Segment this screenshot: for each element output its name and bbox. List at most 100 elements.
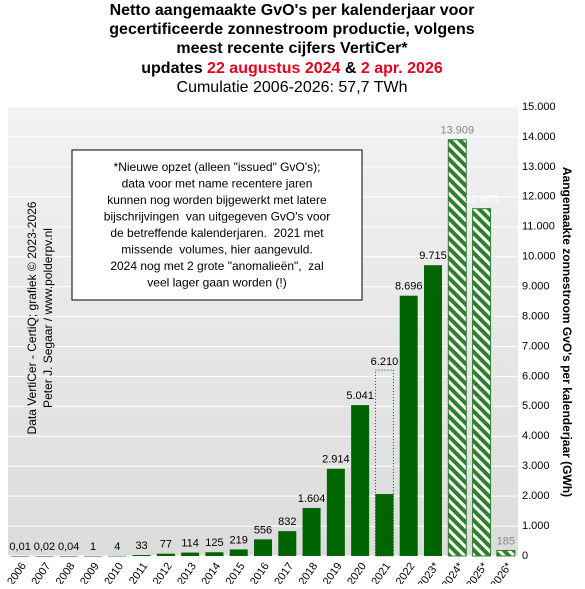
value-label: 5.041: [346, 390, 374, 402]
bar: [399, 295, 418, 556]
x-tick-label: 2009: [78, 561, 102, 584]
value-label: 13.909: [440, 125, 474, 137]
x-tick-label: 2016: [248, 561, 272, 584]
value-label: 11.603: [465, 194, 498, 206]
updates-text: &: [340, 60, 360, 77]
value-label: 0,04: [58, 541, 79, 553]
annotation-text: data voor met name recentere jaren: [122, 177, 313, 191]
x-tick-label: 2020: [345, 561, 369, 584]
y-tick-label: 5.000: [522, 400, 550, 412]
x-tick-label: 2017: [272, 561, 296, 584]
x-tick-label: 2023*: [416, 560, 443, 584]
x-tick-label: 2018: [297, 561, 321, 584]
x-tick-label: 2012: [151, 561, 175, 584]
value-label: 8.696: [395, 281, 423, 293]
value-label: 33: [135, 540, 147, 552]
bar: [35, 555, 54, 557]
x-tick-label: 2006: [5, 561, 29, 584]
title: gecertificeerde zonnestroom productie, v…: [109, 21, 475, 38]
update-date: 2 apr. 2026: [361, 60, 443, 77]
annotation-text: veel lager gaan worden (!): [147, 276, 286, 290]
updates: updates 22 augustus 2024 & 2 apr. 2026: [141, 60, 443, 77]
value-label: 114: [181, 537, 199, 549]
annotation-text: de betreffende kalenderjaren. 2021 met: [110, 226, 324, 240]
bar: [278, 531, 297, 556]
bar: [229, 549, 248, 556]
bar: [375, 494, 394, 556]
bar: [351, 405, 370, 556]
y-tick-label: 1.000: [522, 520, 550, 532]
title: Netto aangemaakte GvO's per kalenderjaar…: [110, 2, 475, 19]
bar: [59, 555, 78, 557]
value-label: 185: [497, 535, 515, 547]
annotation-text: *Nieuwe opzet (alleen "issued" GvO's);: [114, 160, 321, 174]
x-tick-label: 2014: [199, 561, 223, 584]
y-tick-label: 7.000: [522, 340, 550, 352]
x-tick-label: 2013: [175, 561, 199, 584]
x-tick-label: 2022: [394, 561, 418, 584]
x-tick-label: 2015: [224, 561, 248, 584]
value-label: 9.715: [419, 250, 447, 262]
value-label: 556: [254, 524, 272, 536]
bar: [156, 553, 175, 556]
bar: [132, 555, 151, 556]
value-label: 1: [90, 541, 96, 553]
value-label: 6.210: [371, 356, 399, 368]
subtitle: Cumulatie 2006-2026: 57,7 TWh: [177, 79, 408, 96]
y-tick-label: 8.000: [522, 310, 550, 322]
credits: Peter J. Segaar / www.polderpv.nl: [41, 228, 55, 408]
annotation-text: bijschrijvingen van uitgegeven GvO's voo…: [104, 210, 330, 224]
value-label: 0,02: [34, 541, 55, 553]
value-label: 2.914: [322, 454, 350, 466]
y-axis-label: Aangemaakte zonnestroom GvO's per kalend…: [560, 167, 574, 497]
outline-bar: [374, 369, 394, 557]
y-tick-label: 10.000: [522, 251, 556, 263]
hatched-bar: [472, 208, 492, 557]
bar: [205, 552, 224, 556]
title: meest recente cijfers VertiCer*: [176, 40, 408, 57]
y-tick-label: 6.000: [522, 370, 550, 382]
annotation-text: kunnen nog worden bijgewerkt met latere: [107, 193, 327, 207]
bar: [254, 539, 272, 556]
hatched-bar: [447, 139, 467, 557]
credits: Data VertiCer - CertiQ; grafiek © 2023-2…: [25, 201, 39, 434]
updates-text: updates: [141, 60, 207, 77]
annotation-box: [71, 149, 363, 301]
bar: [11, 555, 30, 557]
value-label: 832: [278, 516, 296, 528]
y-tick-label: 4.000: [522, 430, 550, 442]
x-tick-label: 2026*: [488, 560, 515, 584]
bar: [181, 552, 200, 556]
update-date: 22 augustus 2024: [207, 60, 341, 77]
y-tick-label: 9.000: [522, 281, 550, 293]
y-tick-label: 3.000: [522, 460, 550, 472]
y-tick-label: 13.000: [522, 161, 556, 173]
y-tick-label: 2.000: [522, 490, 550, 502]
y-tick-label: 14.000: [522, 131, 556, 143]
y-tick-label: 15.000: [522, 101, 556, 113]
x-tick-label: 2025*: [464, 560, 491, 584]
x-tick-label: 2011: [127, 561, 150, 584]
y-tick-label: 11.000: [522, 221, 555, 233]
x-tick-label: 2007: [29, 561, 53, 584]
x-tick-label: 2021: [369, 561, 393, 584]
value-label: 219: [230, 534, 248, 546]
x-tick-label: 2010: [102, 561, 126, 584]
value-label: 125: [205, 537, 223, 549]
y-tick-label: 12.000: [522, 191, 556, 203]
value-label: 0,01: [9, 541, 30, 553]
bar: [84, 555, 102, 557]
bar: [108, 555, 127, 557]
y-tick-label: 0: [522, 550, 528, 562]
value-label: 4: [114, 541, 120, 553]
x-tick-label: 2024*: [440, 560, 467, 584]
annotation-text: missende volumes, hier aangevuld.: [121, 243, 312, 257]
hatched-bar: [496, 549, 516, 557]
bar: [424, 265, 442, 556]
bar: [302, 507, 321, 556]
annotation-text: 2024 nog met 2 grote "anomalieën", zal: [110, 259, 323, 273]
value-label: 77: [160, 539, 172, 551]
x-tick-label: 2019: [321, 561, 345, 584]
x-tick-label: 2008: [54, 561, 78, 584]
